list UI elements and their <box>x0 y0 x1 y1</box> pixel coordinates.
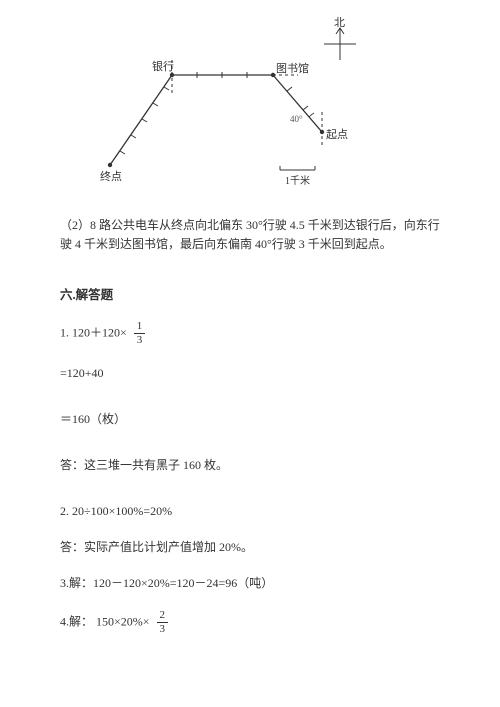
q4-frac-num: 2 <box>157 610 169 623</box>
q3-expr: 3.解：120－120×20%=120－24=96（吨） <box>60 574 450 592</box>
section-title: 六.解答题 <box>60 284 450 303</box>
route-diagram: 北 银行 图书馆 40° 起点 终点 1千米 <box>90 20 390 190</box>
end-label: 终点 <box>100 168 122 184</box>
q1-frac-den: 3 <box>134 334 146 346</box>
page: 北 银行 图书馆 40° 起点 终点 1千米 （2）8 路公共电车从终点向北偏东… <box>0 0 500 673</box>
q1-answer: 答：这三堆一共有黑子 160 枚。 <box>60 456 450 474</box>
q1-step2: ＝160（枚） <box>60 410 450 428</box>
library-label: 图书馆 <box>276 60 309 76</box>
q4-expr: 4.解： 150×20%× 2 3 <box>60 610 450 635</box>
point-end <box>108 163 112 167</box>
angle-label: 40° <box>290 114 303 124</box>
scale-bar <box>280 166 315 170</box>
segment-end-bank <box>110 75 172 165</box>
q4-frac-den: 3 <box>157 623 169 635</box>
point-library <box>271 73 275 77</box>
compass-icon <box>324 28 356 60</box>
q1-step1: =120+40 <box>60 364 450 382</box>
q1-fraction: 1 3 <box>134 321 146 346</box>
q2-answer: 答：实际产值比计划产值增加 20%。 <box>60 538 450 556</box>
start-label: 起点 <box>326 126 348 142</box>
bank-label: 银行 <box>152 58 174 74</box>
q1-expr-lead: 1. 120＋120× <box>60 326 127 340</box>
north-label: 北 <box>334 14 345 30</box>
q1-expr: 1. 120＋120× 1 3 <box>60 321 450 346</box>
q4-fraction: 2 3 <box>157 610 169 635</box>
problem-2-text: （2）8 路公共电车从终点向北偏东 30°行驶 4.5 千米到达银行后，向东行驶… <box>60 216 450 254</box>
q4-expr-lead: 4.解： 150×20%× <box>60 615 150 629</box>
q2-expr: 2. 20÷100×100%=20% <box>60 502 450 520</box>
angle-arc <box>309 113 314 117</box>
q1-frac-num: 1 <box>134 321 146 334</box>
point-start <box>320 130 324 134</box>
route-svg <box>90 20 390 190</box>
scale-label: 1千米 <box>285 172 310 187</box>
